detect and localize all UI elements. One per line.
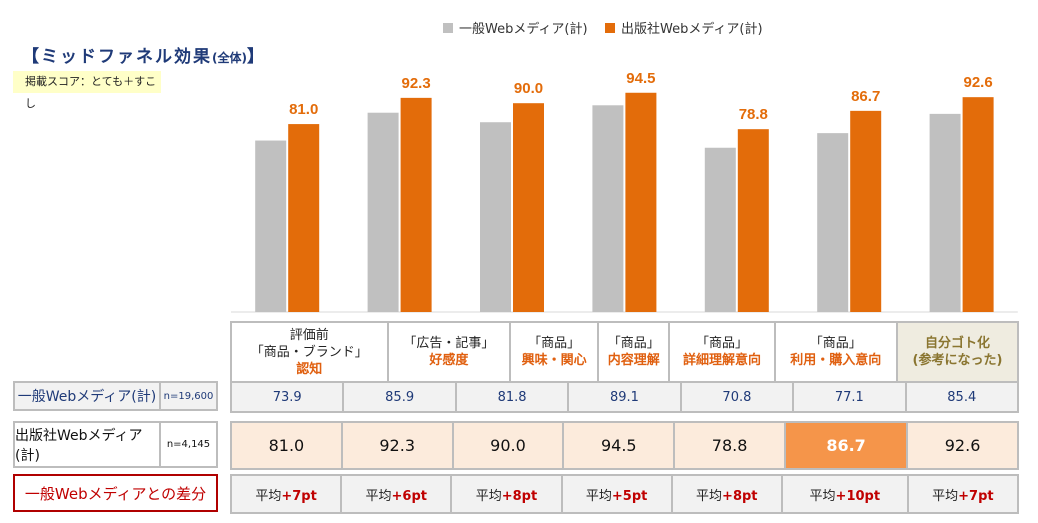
diff-cell: 平均+10pt	[780, 474, 909, 514]
general-value: 89.1	[567, 381, 682, 413]
bar-general	[592, 105, 624, 313]
header-highlight: 好感度	[429, 353, 469, 368]
legend-label: 出版社Webメディア(計)	[621, 22, 763, 37]
row-label-publisher: 出版社Webメディア(計)	[13, 421, 161, 468]
title-end: 】	[246, 47, 266, 67]
legend-swatch-publisher	[605, 22, 615, 33]
bar-publisher	[513, 103, 544, 312]
publisher-value: 81.0	[230, 421, 343, 470]
header-line: 自分ゴト化	[924, 336, 990, 351]
diff-prefix: 平均	[585, 488, 612, 504]
bar-publisher	[288, 124, 320, 312]
legend-label: 一般Webメディア(計)	[459, 22, 588, 37]
data-label: 92.6	[963, 74, 992, 91]
publisher-value: 94.5	[562, 421, 676, 470]
bar-general	[255, 140, 287, 312]
general-value: 85.9	[342, 381, 457, 413]
legend-swatch-general	[443, 22, 453, 33]
publisher-value: 86.7	[783, 421, 909, 470]
bar-publisher	[962, 97, 994, 312]
diff-prefix: 平均	[255, 488, 282, 504]
header-highlight: 利用・購入意向	[790, 353, 882, 368]
sample-size-general: n=19,600	[159, 381, 218, 411]
header-line: 「商品」	[695, 336, 748, 351]
diff-cell: 平均+8pt	[450, 474, 563, 514]
header-highlight: 認知	[296, 361, 323, 377]
bar-publisher	[850, 110, 882, 312]
row-label-diff: 一般Webメディアとの差分	[13, 474, 218, 512]
publisher-value: 92.6	[906, 421, 1019, 470]
row-label-general: 一般Webメディア(計)	[13, 381, 161, 411]
general-value: 70.8	[679, 381, 795, 413]
bar-chart: 81.0 92.3 90.0 94.5 78.8 86.7 92.6	[231, 70, 1018, 313]
data-label: 86.7	[851, 88, 880, 105]
bar-publisher	[400, 97, 432, 312]
data-label: 90.0	[514, 80, 543, 97]
header-line: 「広告・記事」	[403, 336, 495, 351]
publisher-row: 81.0 92.3 90.0 94.5 78.8 86.7 92.6	[230, 421, 1019, 470]
diff-prefix: 平均	[475, 488, 502, 504]
diff-value: +8pt	[501, 488, 538, 504]
header-line: 「商品」	[809, 336, 862, 351]
general-value: 77.1	[792, 381, 907, 413]
data-label: 78.8	[739, 106, 768, 123]
diff-row: 平均+7pt 平均+6pt 平均+8pt 平均+5pt 平均+8pt 平均+10pt 平均+…	[229, 474, 1020, 514]
column-header: 「商品」利用・購入意向	[773, 321, 899, 383]
bar-publisher	[737, 129, 769, 312]
diff-value: +7pt	[281, 488, 317, 504]
diff-value: +5pt	[611, 488, 648, 504]
header-line: 「商品・ブランド」	[250, 344, 368, 360]
publisher-value: 78.8	[673, 421, 786, 470]
header-highlight: 詳細理解意向	[682, 353, 761, 368]
diff-prefix: 平均	[809, 488, 836, 504]
data-label: 81.0	[289, 101, 318, 118]
bar-general	[817, 133, 849, 312]
diff-value: +7pt	[958, 488, 994, 504]
page-title: 【ミッドファネル効果(全体)】	[22, 42, 266, 67]
bar-publisher	[625, 92, 657, 312]
score-note: 掲載スコア：とても＋すこし	[13, 71, 161, 110]
diff-prefix: 平均	[365, 488, 392, 504]
bar-general	[704, 147, 736, 312]
publisher-value: 92.3	[340, 421, 454, 470]
diff-cell: 平均+7pt	[906, 474, 1020, 514]
column-header: 評価前 「商品・ブランド」 認知	[230, 321, 389, 383]
data-label: 92.3	[401, 75, 430, 92]
column-header: 自分ゴト化 (参考になった)	[896, 321, 1019, 383]
data-label: 94.5	[626, 70, 655, 87]
legend-general: 一般Webメディア(計)	[443, 18, 588, 37]
diff-cell: 平均+6pt	[340, 474, 453, 514]
diff-value: +8pt	[722, 488, 758, 504]
diff-cell: 平均+7pt	[229, 474, 343, 514]
header-highlight: 内容理解	[607, 353, 660, 368]
header-line: 「商品」	[528, 336, 581, 351]
header-line: 「商品」	[607, 336, 660, 351]
header-highlight: 興味・関心	[521, 353, 587, 368]
diff-cell: 平均+5pt	[560, 474, 673, 514]
general-row: 73.9 85.9 81.8 89.1 70.8 77.1 85.4	[229, 381, 1020, 413]
title-sub: (全体)	[212, 51, 247, 65]
header-table: 評価前 「商品・ブランド」 認知 「広告・記事」 好感度 「商品」 興味・関心 「商品」 内容理…	[230, 321, 1019, 383]
general-value: 73.9	[229, 381, 345, 413]
bar-general	[929, 113, 961, 312]
bar-general	[480, 122, 511, 312]
diff-cell: 平均+8pt	[670, 474, 783, 514]
general-value: 85.4	[904, 381, 1020, 413]
diff-value: +6pt	[391, 488, 427, 504]
header-highlight: (参考になった)	[912, 353, 1003, 368]
column-header: 「商品」 内容理解	[597, 321, 671, 383]
diff-prefix: 平均	[696, 488, 723, 504]
diff-value: +10pt	[835, 488, 881, 504]
column-header: 「商品」 興味・関心	[509, 321, 600, 383]
legend-publisher: 出版社Webメディア(計)	[605, 18, 763, 37]
header-line: 評価前	[289, 327, 329, 343]
sample-size-publisher: n=4,145	[159, 421, 218, 468]
publisher-value: 90.0	[451, 421, 565, 470]
column-header: 「広告・記事」 好感度	[386, 321, 512, 383]
column-header: 「商品」詳細理解意向	[668, 321, 776, 383]
title-text: 【ミッドファネル効果	[22, 47, 212, 67]
general-value: 81.8	[454, 381, 570, 413]
bar-general	[367, 112, 399, 312]
diff-prefix: 平均	[932, 488, 959, 504]
